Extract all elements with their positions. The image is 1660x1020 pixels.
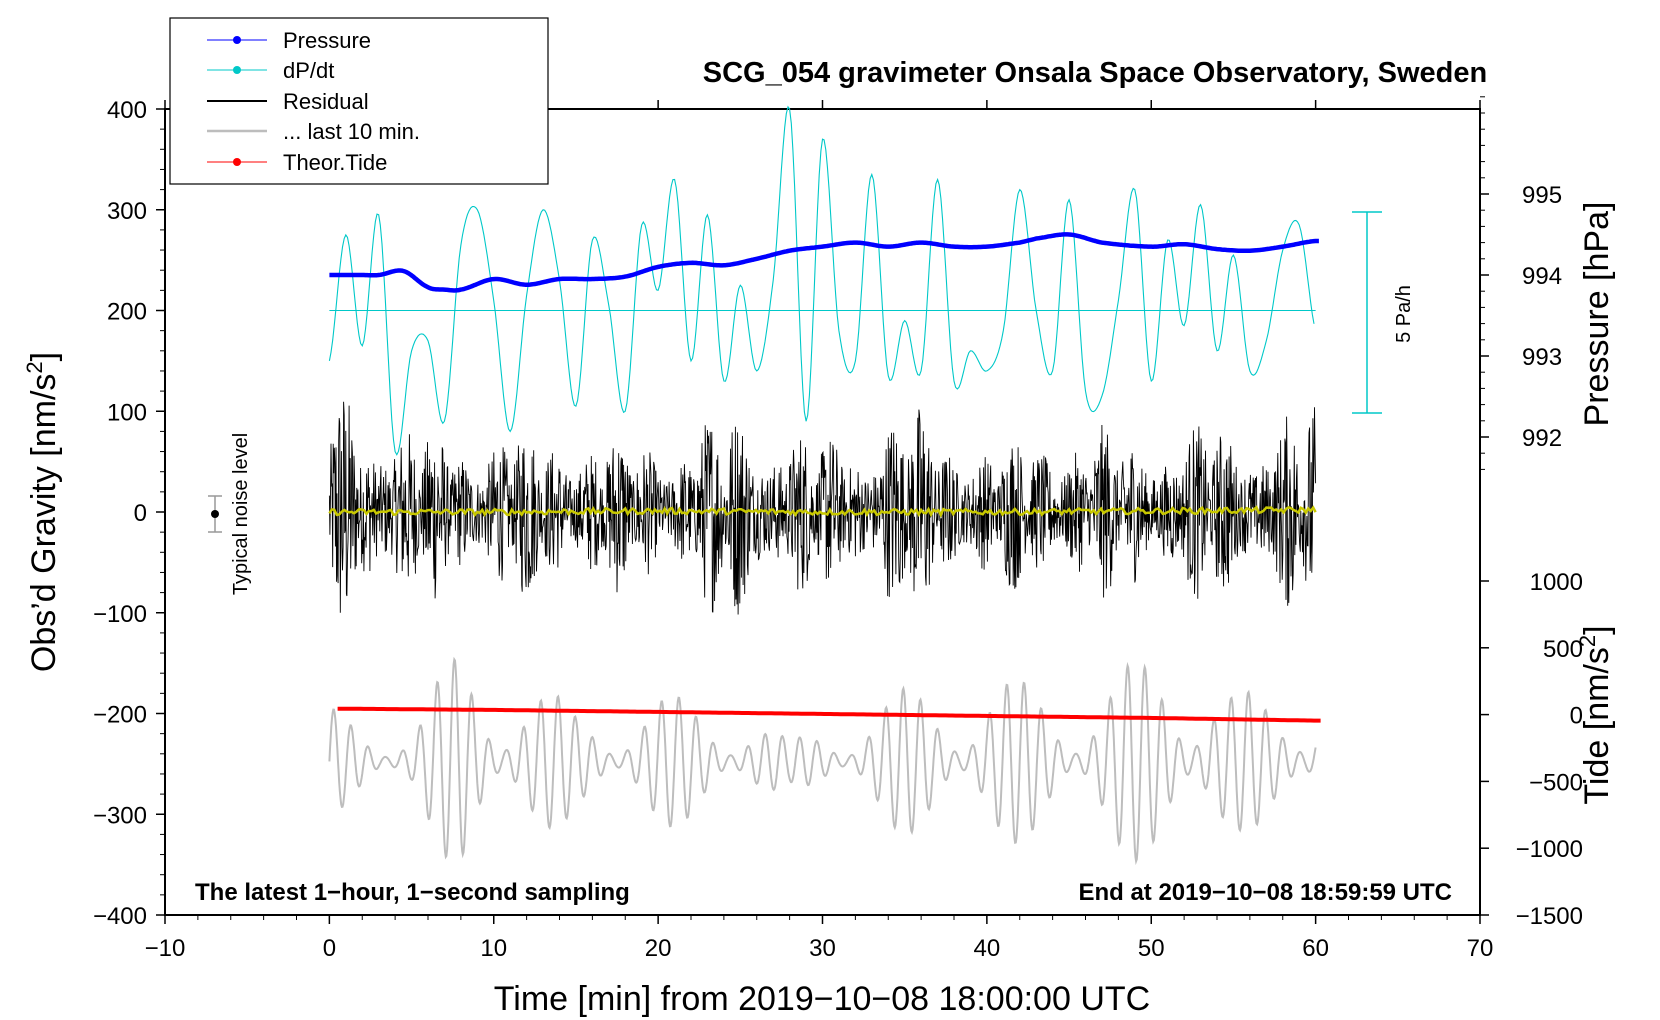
x-tick-label: 70 (1467, 935, 1494, 962)
pressure-series (328, 232, 1320, 293)
pressure-axis-ticks: 995 994 993 992 (1480, 96, 1562, 470)
dpdt-scale-bar: 5 Pa/h (1352, 211, 1415, 414)
tide-tick-label: 500 (1543, 636, 1583, 663)
tide-tick-label: −1500 (1516, 903, 1583, 930)
x-tick-label: 10 (480, 935, 507, 962)
legend-item-tide: Theor.Tide (207, 150, 387, 175)
y-tick-label: 100 (107, 399, 147, 426)
tide-tick-label: −500 (1529, 769, 1583, 796)
x-tick-label: 30 (809, 935, 836, 962)
x-tick-label: 0 (323, 935, 336, 962)
residual-smoothed-series (328, 505, 1317, 518)
chart-title: SCG_054 gravimeter Onsala Space Observat… (703, 57, 1487, 89)
legend-item-pressure: Pressure (207, 28, 371, 53)
footer-left-label: The latest 1−hour, 1−second sampling (195, 879, 630, 906)
x-axis-title: Time [min] from 2019−10−08 18:00:00 UTC (494, 980, 1150, 1018)
noise-level-label: Typical noise level (230, 433, 252, 595)
y-axis-left-title: Obs’d Gravity [nm/s2] (22, 352, 63, 672)
theoretical-tide-line (337, 706, 1321, 723)
x-axis-ticks: −10 0 10 20 30 40 50 60 70 (145, 100, 1494, 962)
tide-tick-label: −1000 (1516, 836, 1583, 863)
y-tick-label: −200 (93, 702, 147, 729)
legend-item-dpdt: dP/dt (207, 58, 334, 83)
dpdt-line (328, 105, 1315, 456)
pressure-tick-label: 992 (1522, 425, 1562, 452)
legend-label-last10: ... last 10 min. (283, 119, 420, 144)
residual-smoothed-line (328, 505, 1317, 518)
legend-item-residual: Residual (207, 89, 369, 114)
tide-axis-ticks: 1000 500 0 −500 −1000 −1500 (1480, 569, 1583, 930)
last-10-min-series (328, 656, 1317, 866)
tide-tick-label: 0 (1570, 703, 1583, 730)
y-axis-left-ticks: 400 300 200 100 0 −100 −200 −300 −400 (93, 97, 165, 930)
dpdt-scale-label: 5 Pa/h (1393, 285, 1415, 343)
residual-line (328, 401, 1317, 615)
y-tick-label: −300 (93, 802, 147, 829)
y-tick-label: 200 (107, 299, 147, 326)
legend-item-last10: ... last 10 min. (207, 119, 420, 144)
x-tick-label: 60 (1302, 935, 1329, 962)
residual-series (328, 401, 1317, 615)
last-10-min-line (328, 656, 1317, 866)
x-tick-label: −10 (145, 935, 186, 962)
y-tick-label: 300 (107, 198, 147, 225)
pressure-tick-label: 994 (1522, 263, 1562, 290)
dpdt-series (328, 105, 1316, 456)
x-tick-label: 50 (1138, 935, 1165, 962)
y-tick-label: −400 (93, 903, 147, 930)
legend-label-residual: Residual (283, 89, 369, 114)
pressure-tick-label: 993 (1522, 344, 1562, 371)
y-tick-label: −100 (93, 601, 147, 628)
tide-axis-title: Tide [nm/s2] (1575, 625, 1616, 804)
x-tick-label: 20 (645, 935, 672, 962)
pressure-line (328, 232, 1320, 293)
y-tick-label: 400 (107, 97, 147, 124)
legend: Pressure dP/dt Residual ... last 10 min.… (169, 17, 549, 185)
x-tick-label: 40 (974, 935, 1001, 962)
tide-tick-label: 1000 (1530, 569, 1583, 596)
pressure-tick-label: 995 (1522, 182, 1562, 209)
y-tick-label: 0 (134, 500, 147, 527)
noise-level-marker: Typical noise level (208, 433, 252, 595)
pressure-axis-title: Pressure [hPa] (1578, 202, 1616, 427)
legend-label-dpdt: dP/dt (283, 58, 334, 83)
legend-label-tide: Theor.Tide (283, 150, 387, 175)
legend-label-pressure: Pressure (283, 28, 371, 53)
theoretical-tide-series (337, 706, 1321, 723)
footer-right-label: End at 2019−10−08 18:59:59 UTC (1078, 879, 1452, 906)
